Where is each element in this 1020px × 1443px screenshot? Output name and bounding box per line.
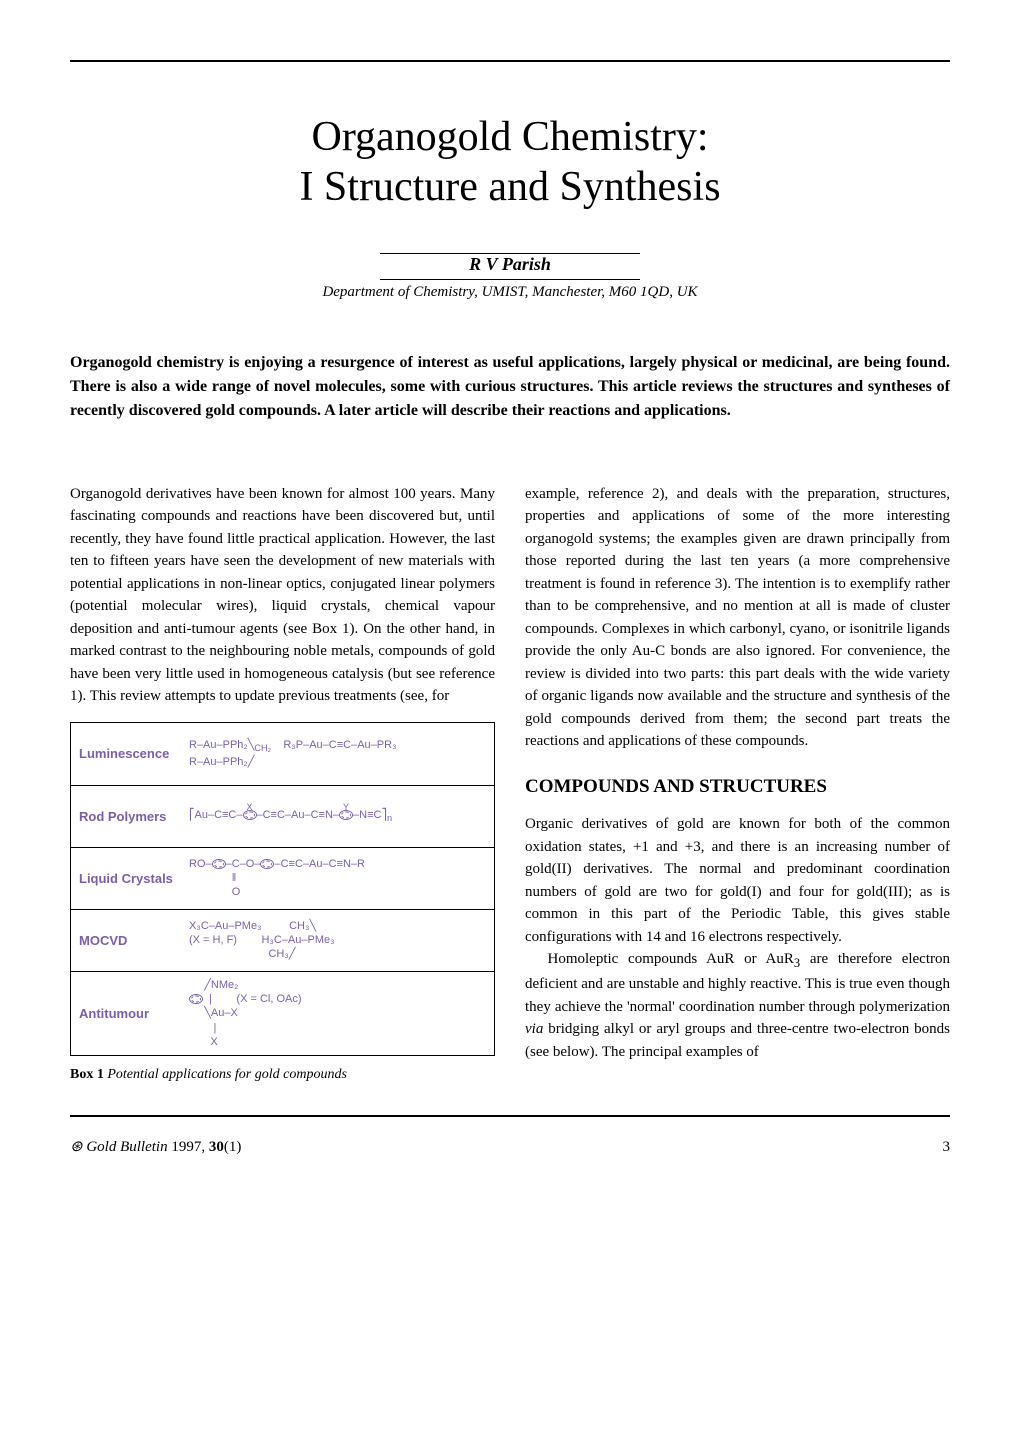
author-rule-bottom (380, 279, 640, 280)
col1-para1: Organogold derivatives have been known f… (70, 483, 495, 708)
box-label: Luminescence (79, 744, 189, 764)
formula-left: X₃C–Au–PMe₃ (189, 920, 262, 932)
box-row-luminescence: Luminescence R–Au–PPh₂╲CH₂ R₃P–Au–C≡C–Au… (71, 723, 494, 785)
ring-icon (189, 994, 203, 1004)
col2-p3-a: Homoleptic compounds AuR or AuR (548, 951, 794, 967)
page-footer: ⊛ Gold Bulletin 1997, 30(1) 3 (70, 1137, 950, 1156)
box-row-rod-polymers: Rod Polymers ⎡Au–C≡C––C≡C–Au–C≡N––N≡C⎤n (71, 785, 494, 847)
page-title: Organogold Chemistry: I Structure and Sy… (70, 112, 950, 213)
box-content: X₃C–Au–PMe₃ CH₃╲ (X = H, F) H₃C–Au–PMe₃ … (189, 919, 486, 962)
section-heading-compounds: COMPOUNDS AND STRUCTURES (525, 773, 950, 802)
right-column: example, reference 2), and deals with th… (525, 483, 950, 1085)
box-content: ⎡Au–C≡C––C≡C–Au–C≡N––N≡C⎤n (189, 808, 486, 825)
box-row-liquid-crystals: Liquid Crystals RO––C–O––C≡C–Au–C≡N–R ‖ … (71, 847, 494, 909)
title-line-2: I Structure and Synthesis (299, 164, 720, 210)
formula-text-2: R–Au–PPh₂ (189, 756, 248, 768)
formula-bottom: X (210, 1036, 217, 1048)
col2-para1: example, reference 2), and deals with th… (525, 483, 950, 753)
ring-icon (212, 859, 226, 869)
formula-sub: n (387, 813, 392, 823)
formula-left-note: (X = H, F) (189, 934, 237, 946)
journal-volume: 30 (209, 1139, 224, 1155)
ring-icon (260, 859, 274, 869)
journal-year: 1997, (171, 1139, 205, 1155)
caption-bold: Box 1 (70, 1067, 104, 1082)
col2-para3: Homoleptic compounds AuR or AuR3 are the… (525, 948, 950, 1063)
formula-note: (X = Cl, OAc) (236, 993, 301, 1005)
author-rule-bottom-wrap (70, 279, 950, 280)
via-italic: via (525, 1021, 543, 1037)
ring-icon (243, 810, 257, 820)
ring-icon (339, 810, 353, 820)
title-line-1: Organogold Chemistry: (311, 114, 708, 160)
box-row-antitumour: Antitumour ╱NMe₂ | (X = Cl, OAc) ╲Au–X |… (71, 971, 494, 1055)
author-name: R V Parish (70, 254, 950, 275)
footer-journal: ⊛ Gold Bulletin 1997, 30(1) (70, 1137, 241, 1156)
box-content: R–Au–PPh₂╲CH₂ R₃P–Au–C≡C–Au–PR₃ R–Au–PPh… (189, 738, 486, 769)
box-label: Liquid Crystals (79, 869, 189, 889)
left-column: Organogold derivatives have been known f… (70, 483, 495, 1085)
body-columns: Organogold derivatives have been known f… (70, 483, 950, 1085)
box-label: Antitumour (79, 1004, 189, 1024)
box-1-caption: Box 1 Potential applications for gold co… (70, 1064, 495, 1085)
top-rule (70, 60, 950, 62)
infinity-icon: ⊛ (70, 1139, 83, 1155)
box-row-mocvd: MOCVD X₃C–Au–PMe₃ CH₃╲ (X = H, F) H₃C–Au… (71, 909, 494, 971)
formula-right-mid: H₃C–Au–PMe₃ (261, 934, 334, 946)
formula-mid: CH₂ (254, 743, 271, 753)
box-content: RO––C–O––C≡C–Au–C≡N–R ‖ O (189, 857, 486, 900)
caption-italic: Potential applications for gold compound… (107, 1067, 347, 1082)
formula-right: R₃P–Au–C≡C–Au–PR₃ (283, 739, 396, 751)
author-affiliation: Department of Chemistry, UMIST, Manchest… (70, 284, 950, 301)
abstract: Organogold chemistry is enjoying a resur… (70, 351, 950, 423)
journal-name: Gold Bulletin (86, 1139, 167, 1155)
col2-p3-c: bridging alkyl or aryl groups and three-… (525, 1021, 950, 1060)
box-label: Rod Polymers (79, 807, 189, 827)
journal-issue: (1) (224, 1139, 242, 1155)
formula-top: NMe₂ (211, 979, 239, 991)
formula-right-top: CH₃ (289, 920, 309, 932)
box-content: ╱NMe₂ | (X = Cl, OAc) ╲Au–X | X (189, 978, 486, 1049)
formula-right-bot: CH₃ (268, 948, 288, 960)
bottom-rule (70, 1115, 950, 1117)
col2-para2: Organic derivatives of gold are known fo… (525, 813, 950, 948)
formula-text: R–Au–PPh₂ (189, 739, 248, 751)
page-number: 3 (943, 1139, 951, 1156)
box-1-figure: Luminescence R–Au–PPh₂╲CH₂ R₃P–Au–C≡C–Au… (70, 722, 495, 1056)
box-label: MOCVD (79, 931, 189, 951)
